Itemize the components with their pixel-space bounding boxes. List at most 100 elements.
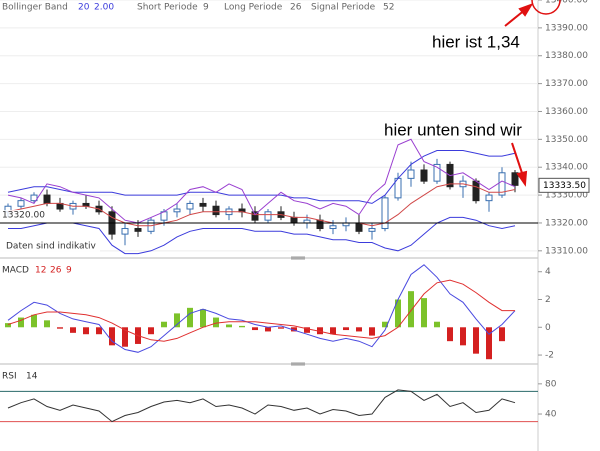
panel-title: RSI bbox=[2, 372, 17, 382]
candle-body bbox=[355, 222, 363, 232]
legend-name: Bollinger Band bbox=[2, 3, 68, 13]
histogram-bar bbox=[330, 327, 336, 335]
histogram-bar bbox=[356, 327, 362, 332]
legend-param: 9 bbox=[203, 3, 209, 13]
y-tick-label: 40 bbox=[545, 410, 557, 420]
y-tick-label: 13350.00 bbox=[545, 135, 588, 145]
candle-body bbox=[186, 202, 194, 210]
y-tick-label: 13360.00 bbox=[545, 107, 588, 117]
panel-grip bbox=[291, 256, 305, 366]
series-line bbox=[7, 279, 515, 342]
y-tick-label: 13390.00 bbox=[545, 23, 588, 33]
legend-param: 52 bbox=[383, 3, 394, 13]
histogram-bar bbox=[369, 327, 375, 336]
histogram-bar bbox=[421, 298, 427, 328]
arrows bbox=[504, 3, 534, 187]
highlight-circle bbox=[531, 0, 561, 15]
price-label: 13333.50 bbox=[543, 181, 586, 191]
histogram-bar bbox=[265, 327, 271, 332]
histogram-bar bbox=[486, 327, 492, 360]
candle-body bbox=[472, 180, 480, 202]
series-line bbox=[8, 216, 516, 255]
candle-body bbox=[251, 211, 259, 221]
histogram-bar bbox=[83, 327, 89, 335]
y-tick-label: 4 bbox=[545, 267, 551, 277]
histogram-bar bbox=[174, 313, 180, 328]
candle-body bbox=[212, 205, 220, 216]
candle-body bbox=[264, 211, 272, 221]
histogram-bar bbox=[473, 327, 479, 354]
histogram-bar bbox=[57, 327, 63, 329]
candle-body bbox=[407, 169, 415, 179]
candle-body bbox=[381, 197, 389, 230]
series-line bbox=[7, 389, 516, 423]
candle-body bbox=[329, 225, 337, 230]
candle-body bbox=[199, 202, 207, 207]
y-tick-label: 13380.00 bbox=[545, 51, 588, 61]
histogram-bar bbox=[291, 327, 297, 332]
histogram-bar bbox=[434, 321, 440, 328]
histogram-bar bbox=[187, 307, 193, 328]
candle-body bbox=[134, 228, 142, 232]
y-tick-label: 13310.00 bbox=[545, 246, 588, 256]
panel-param: 12 bbox=[35, 266, 46, 276]
histogram-bar bbox=[161, 321, 167, 328]
series-line bbox=[7, 138, 516, 224]
y-tick-label: 80 bbox=[545, 379, 557, 389]
histogram-bar bbox=[18, 317, 24, 328]
y-tick-label: 2 bbox=[545, 295, 551, 305]
histogram-bar bbox=[109, 327, 115, 346]
price-box bbox=[538, 177, 590, 193]
series-line bbox=[7, 150, 516, 204]
candle-body bbox=[30, 194, 38, 202]
legend-name: Short Periode bbox=[137, 3, 198, 13]
histogram-bar bbox=[5, 323, 11, 328]
histogram-bar bbox=[317, 327, 323, 335]
annotation: hier unten sind wir bbox=[384, 120, 522, 139]
y-tick-label: -2 bbox=[545, 351, 554, 361]
candle-body bbox=[121, 228, 129, 235]
histogram-bar bbox=[447, 327, 453, 342]
overlay: 13310.00 13320.00 13330.00 13340.00 13350.00… bbox=[0, 0, 590, 420]
y-tick-label: 13400.00 bbox=[545, 0, 588, 6]
histogram-bar bbox=[44, 320, 50, 328]
annotation: hier ist 1,34 bbox=[432, 32, 520, 51]
candle-body bbox=[290, 216, 298, 224]
histogram-bar bbox=[31, 314, 37, 328]
histogram-bar bbox=[252, 327, 258, 331]
candle-body bbox=[17, 200, 25, 207]
histogram-bar bbox=[278, 327, 284, 329]
candle-body bbox=[316, 219, 324, 230]
histogram-bar bbox=[122, 327, 128, 347]
note: Daten sind indikativ bbox=[6, 242, 97, 252]
histogram-bar bbox=[213, 317, 219, 328]
y-tick-label: 0 bbox=[545, 323, 551, 333]
legend-name: Signal Periode bbox=[311, 3, 376, 13]
histogram-bar bbox=[382, 321, 388, 328]
histogram-bar bbox=[148, 327, 154, 335]
candle-body bbox=[511, 172, 519, 186]
histogram-bar bbox=[343, 327, 349, 331]
reference-label: 13320.00 bbox=[2, 210, 45, 220]
histogram-bar bbox=[200, 309, 206, 328]
histogram-bar bbox=[96, 327, 102, 335]
candle-body bbox=[485, 194, 493, 202]
plot-background bbox=[0, 0, 538, 451]
y-tick-label: 13340.00 bbox=[545, 163, 588, 173]
histogram-bar bbox=[460, 327, 466, 346]
legend-param: 20 bbox=[78, 3, 90, 13]
histogram-bar bbox=[499, 327, 505, 342]
histogram-bar bbox=[304, 327, 310, 333]
legend-param: 2.00 bbox=[94, 3, 114, 13]
series-line bbox=[7, 183, 516, 227]
histogram-bar bbox=[226, 324, 232, 328]
candle-body bbox=[420, 169, 428, 182]
candle-body bbox=[173, 208, 181, 213]
y-tick-label: 13330.00 bbox=[545, 191, 588, 201]
y-tick-label: 13320.00 bbox=[545, 218, 588, 228]
y-tick-label: 13370.00 bbox=[545, 79, 588, 89]
candle-body bbox=[43, 194, 51, 204]
histogram-bar bbox=[408, 291, 414, 328]
